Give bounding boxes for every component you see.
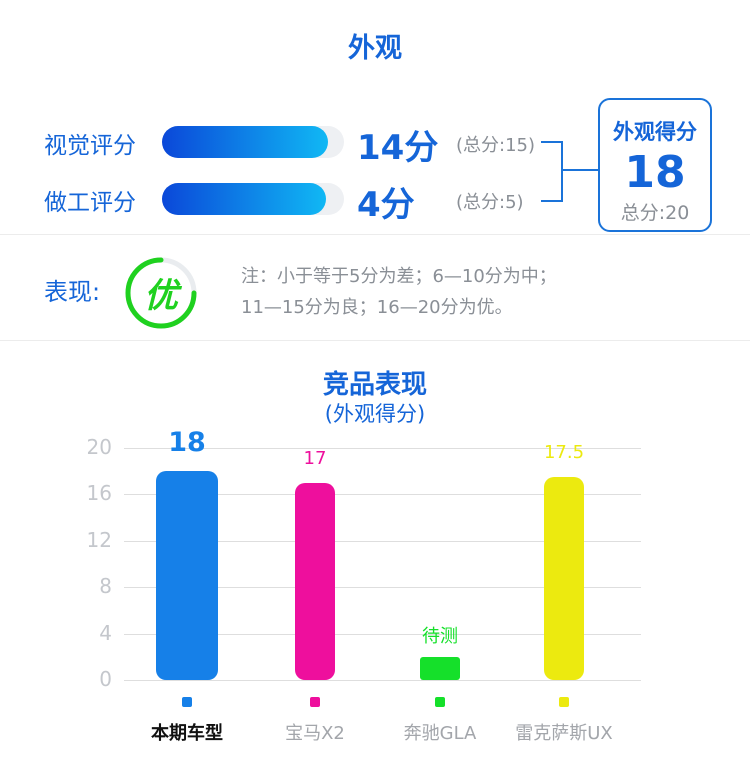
x-category-label: 奔驰GLA [403, 723, 477, 744]
craft-score-value: 4分 [357, 185, 415, 225]
grade-badge: 优 [122, 254, 200, 332]
visual-score-bar-fill [162, 126, 328, 158]
page-title: 外观 [348, 33, 402, 64]
bar-value-label: 待测 [422, 625, 458, 647]
legend-dot [435, 697, 445, 707]
chart-title: 竞品表现 [322, 370, 427, 400]
grade-note-line2: 11—15分为良；16—20分为优。 [241, 297, 513, 318]
gridline [124, 540, 641, 542]
visual-score-value: 14分 [357, 128, 439, 168]
total-score-max: 总分:20 [620, 202, 690, 224]
gridline [124, 680, 641, 681]
divider-top [0, 234, 750, 235]
bar-2 [420, 656, 460, 680]
gridline [124, 587, 641, 589]
grade-note-line1: 注：小于等于5分为差；6—10分为中； [241, 266, 557, 287]
bar-3 [544, 477, 584, 680]
craft-score-bar [162, 183, 344, 215]
y-tick-label: 4 [99, 620, 112, 645]
bar-0 [156, 471, 218, 680]
chart-subtitle: (外观得分) [324, 402, 426, 426]
total-score-title: 外观得分 [613, 120, 697, 144]
grade-ring-icon [125, 257, 197, 329]
y-tick-label: 0 [99, 667, 112, 691]
bar-value-label: 17.5 [543, 442, 585, 463]
x-category-label: 本期车型 [151, 723, 223, 744]
bar-value-label: 17 [303, 447, 327, 469]
craft-score-bar-fill [162, 183, 326, 215]
craft-score-total: (总分:5) [456, 192, 524, 213]
legend-dot [182, 697, 192, 707]
visual-score-bar [162, 126, 344, 158]
visual-score-total: (总分:15) [456, 135, 536, 156]
total-score-box: 外观得分 18 总分:20 [598, 98, 712, 232]
gridline [124, 494, 641, 496]
y-tick-label: 12 [86, 527, 112, 552]
craft-score-label: 做工评分 [44, 190, 136, 216]
gridline [124, 448, 641, 449]
divider-bottom [0, 340, 750, 341]
y-tick-label: 8 [99, 574, 112, 599]
bar-value-label: 18 [168, 427, 206, 459]
total-score-value: 18 [624, 147, 686, 198]
y-tick-label: 16 [86, 481, 112, 506]
score-connector [561, 169, 598, 171]
legend-dot [559, 697, 569, 707]
visual-score-label: 视觉评分 [44, 133, 136, 159]
gridline [124, 633, 641, 635]
x-category-label: 宝马X2 [285, 723, 345, 744]
bar-1 [295, 482, 335, 680]
grade-text: 优 [144, 276, 178, 316]
y-tick-label: 20 [86, 435, 112, 459]
x-category-label: 雷克萨斯UX [515, 723, 613, 744]
legend-dot [310, 697, 320, 707]
performance-label: 表现: [44, 278, 101, 306]
score-bracket [541, 141, 563, 202]
